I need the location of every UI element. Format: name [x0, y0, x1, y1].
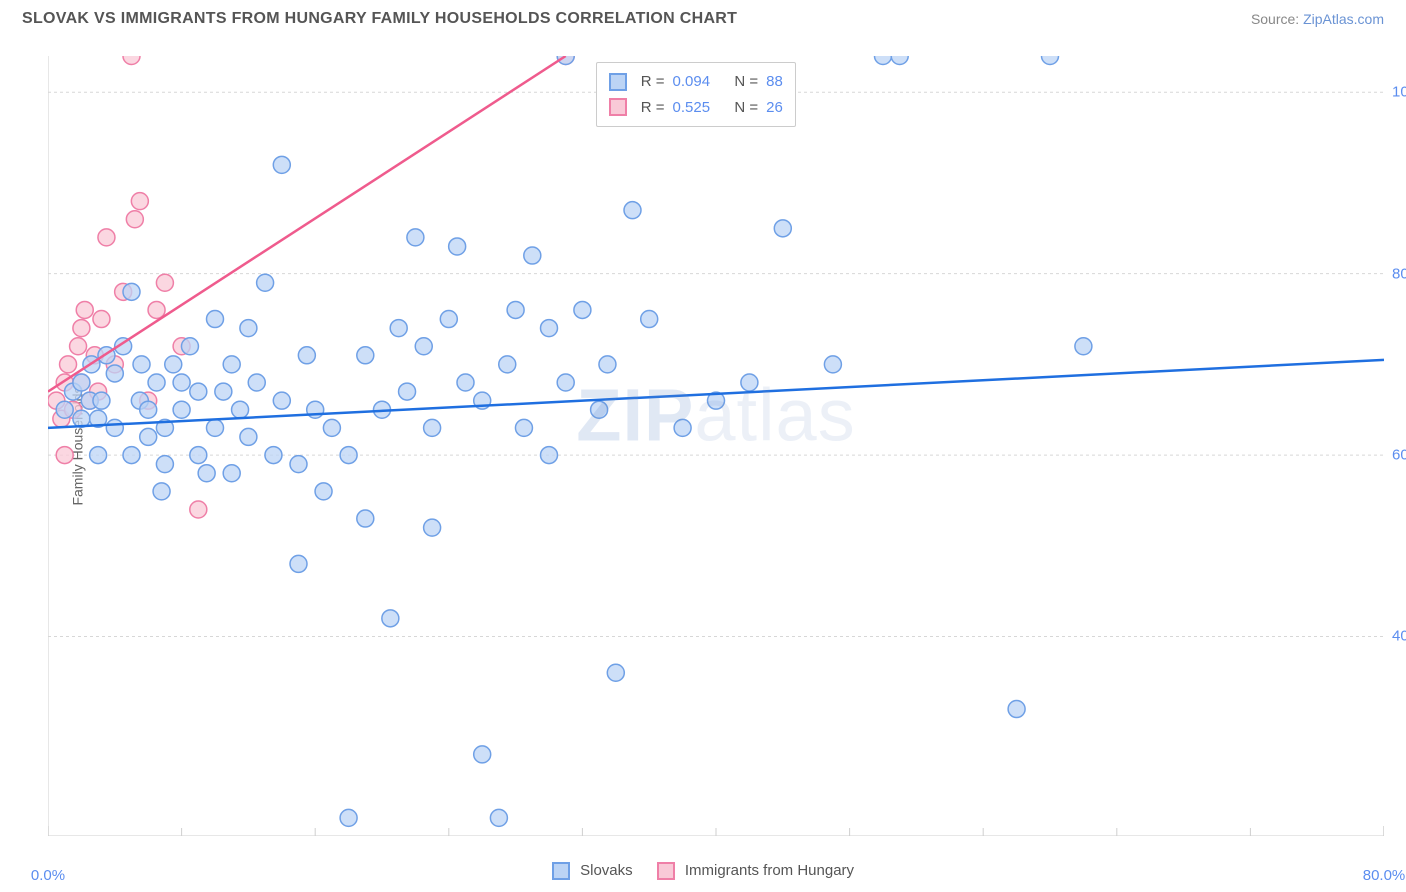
n-label: N =	[734, 69, 758, 95]
n-value: 88	[766, 69, 783, 95]
stats-legend-row: R = 0.525 N = 26	[609, 95, 783, 121]
source-prefix: Source:	[1251, 11, 1303, 27]
scatter-plot-svg	[48, 56, 1384, 836]
chart-header: SLOVAK VS IMMIGRANTS FROM HUNGARY FAMILY…	[0, 0, 1406, 34]
n-value: 26	[766, 95, 783, 121]
y-tick-label: 80.0%	[1392, 265, 1406, 282]
source-link[interactable]: ZipAtlas.com	[1303, 11, 1384, 27]
legend-swatch-icon	[657, 862, 675, 880]
r-value: 0.525	[673, 95, 711, 121]
r-label: R =	[641, 69, 665, 95]
series-legend: Slovaks Immigrants from Hungary	[0, 862, 1406, 880]
y-tick-label: 100.0%	[1392, 84, 1406, 101]
r-value: 0.094	[673, 69, 711, 95]
n-label: N =	[734, 95, 758, 121]
legend-item: Slovaks	[552, 862, 633, 880]
legend-label: Immigrants from Hungary	[685, 862, 854, 879]
r-label: R =	[641, 95, 665, 121]
legend-item: Immigrants from Hungary	[657, 862, 854, 880]
chart-title: SLOVAK VS IMMIGRANTS FROM HUNGARY FAMILY…	[22, 10, 737, 28]
y-tick-label: 60.0%	[1392, 447, 1406, 464]
chart-plot-area: Family Households ZIPatlas R = 0.094 N =…	[48, 56, 1384, 836]
source-attribution: Source: ZipAtlas.com	[1251, 11, 1384, 27]
legend-swatch-icon	[609, 73, 627, 91]
legend-swatch-icon	[552, 862, 570, 880]
legend-label: Slovaks	[580, 862, 633, 879]
stats-legend: R = 0.094 N = 88 R = 0.525 N = 26	[596, 62, 796, 127]
stats-legend-row: R = 0.094 N = 88	[609, 69, 783, 95]
legend-swatch-icon	[609, 98, 627, 116]
y-tick-label: 40.0%	[1392, 628, 1406, 645]
